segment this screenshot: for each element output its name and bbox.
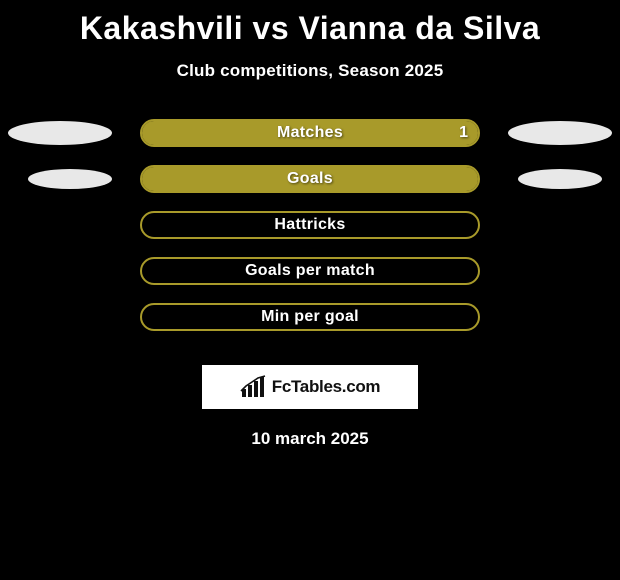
logo-box: FcTables.com <box>202 365 418 409</box>
stat-label: Goals per match <box>142 259 478 283</box>
side-ellipse-left <box>28 169 112 189</box>
stat-bar: Goals <box>140 165 480 193</box>
stat-row: Matches1 <box>0 119 620 165</box>
stat-label: Hattricks <box>142 213 478 237</box>
page-subtitle: Club competitions, Season 2025 <box>0 61 620 81</box>
stats-list: Matches1 Goals Hattricks Goals per match Min… <box>0 119 620 349</box>
stat-bar: Hattricks <box>140 211 480 239</box>
page-title: Kakashvili vs Vianna da Silva <box>0 10 620 47</box>
side-ellipse-left <box>8 121 112 145</box>
stat-row: Goals per match <box>0 257 620 303</box>
stat-label: Min per goal <box>142 305 478 329</box>
logo-text: FcTables.com <box>272 377 381 397</box>
stat-row: Hattricks <box>0 211 620 257</box>
chart-icon <box>240 375 268 399</box>
stat-bar: Matches1 <box>140 119 480 147</box>
stat-row: Goals <box>0 165 620 211</box>
stat-label: Matches <box>142 121 478 145</box>
side-ellipse-right <box>518 169 602 189</box>
stat-value-right: 1 <box>449 121 478 145</box>
comparison-card: Kakashvili vs Vianna da Silva Club compe… <box>0 0 620 580</box>
side-ellipse-right <box>508 121 612 145</box>
stat-label: Goals <box>142 167 478 191</box>
stat-bar: Goals per match <box>140 257 480 285</box>
stat-bar: Min per goal <box>140 303 480 331</box>
stat-row: Min per goal <box>0 303 620 349</box>
footer-date: 10 march 2025 <box>0 429 620 449</box>
